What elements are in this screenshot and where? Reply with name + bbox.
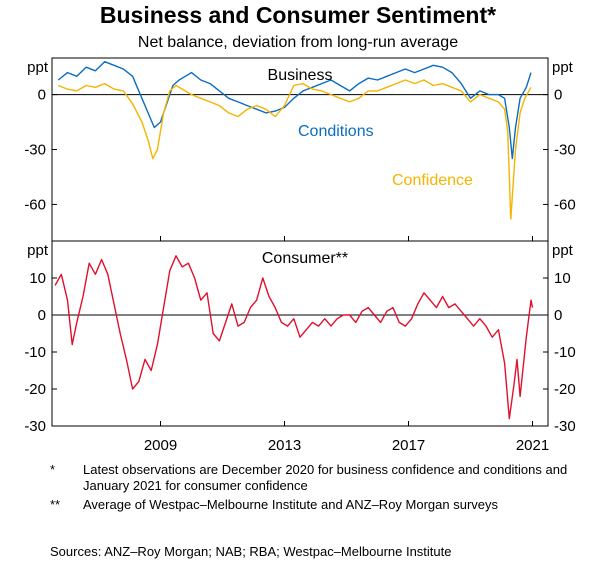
series-line-consumer [54, 255, 534, 420]
series-label-conditions: Conditions [298, 123, 374, 140]
chart-title: Business and Consumer Sentiment* [99, 2, 497, 28]
footnote-2: ** Average of Westpac–Melbourne Institut… [50, 497, 570, 513]
panel-frame [51, 57, 549, 242]
y-tick-label-left: -30 [24, 418, 46, 435]
y-tick-label-left: 0 [38, 87, 46, 104]
y-tick-label-right: -20 [554, 381, 576, 398]
y-tick-label-right: -10 [554, 344, 576, 361]
unit-label-left: ppt [27, 242, 49, 259]
y-tick-label-right: 0 [554, 307, 562, 324]
unit-label-right: ppt [552, 242, 574, 259]
y-tick-label-right: 10 [554, 270, 571, 287]
panel-title: Consumer** [262, 250, 348, 267]
panel-frame [51, 240, 549, 427]
y-tick-label-right: -60 [554, 196, 576, 213]
y-tick-label-right: -30 [554, 142, 576, 159]
y-tick-label-left: 0 [38, 307, 46, 324]
footnotes: * Latest observations are December 2020 … [50, 462, 570, 516]
footnote-mark: ** [50, 497, 61, 512]
y-tick-label-left: 10 [29, 270, 46, 287]
y-tick-label-right: 0 [554, 87, 562, 104]
x-tick-label: 2017 [392, 437, 425, 454]
unit-label-right: ppt [552, 59, 574, 76]
x-tick-label: 2009 [144, 437, 177, 454]
y-tick-label-left: -60 [24, 196, 46, 213]
y-tick-label-left: -10 [24, 344, 46, 361]
footnote-mark: * [50, 462, 56, 477]
x-tick-label: 2021 [516, 437, 549, 454]
chart-subtitle: Net balance, deviation from long-run ave… [137, 34, 459, 51]
sources-note: Sources: ANZ–Roy Morgan; NAB; RBA; Westp… [50, 544, 452, 559]
series-label-confidence: Confidence [392, 172, 473, 189]
panel-title: Business [268, 67, 333, 84]
footnote-text: Latest observations are December 2020 fo… [83, 462, 568, 493]
y-tick-label-left: -30 [24, 142, 46, 159]
series-line-confidence [57, 79, 532, 220]
y-tick-label-right: -30 [554, 418, 576, 435]
y-tick-label-left: -20 [24, 381, 46, 398]
footnote-text: Average of Westpac–Melbourne Institute a… [83, 497, 499, 512]
unit-label-left: ppt [27, 59, 49, 76]
footnote-1: * Latest observations are December 2020 … [50, 462, 570, 494]
x-tick-label: 2013 [268, 437, 301, 454]
series-line-conditions [57, 61, 532, 160]
sentiment-chart: ppt ppt 0 0 -30 -30 -60 -60 Business Conditions Co… [24, 57, 576, 454]
